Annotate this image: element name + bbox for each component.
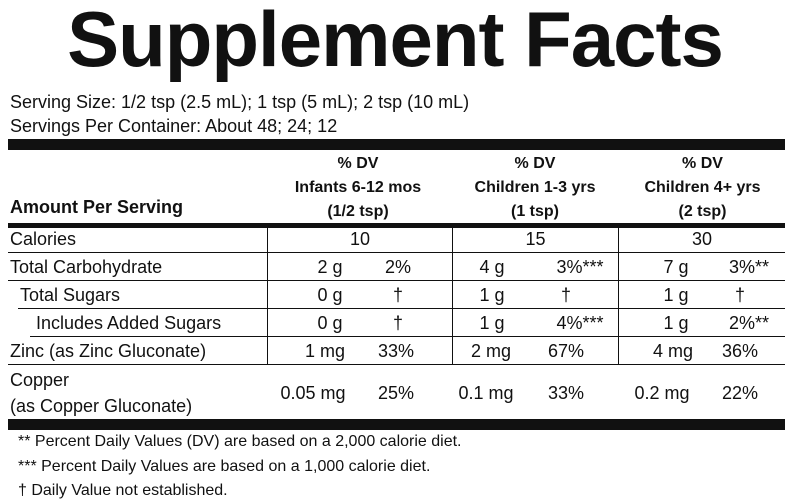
- column-group-label: Infants 6-12 mos: [294, 179, 422, 196]
- amount-cell: 2 g: [317, 257, 343, 277]
- footnote-dagger: † Daily Value not established.: [18, 482, 228, 499]
- dv-cell: †: [560, 285, 571, 305]
- row-divider: [30, 336, 785, 337]
- column-divider: [618, 228, 619, 365]
- dv-cell: 33%: [547, 383, 585, 403]
- column-divider: [267, 228, 268, 365]
- dv-cell: 22%: [721, 383, 759, 403]
- dv-cell: 36%: [721, 341, 759, 361]
- row-divider: [18, 308, 785, 309]
- column-dose-label: (2 tsp): [678, 203, 727, 220]
- nutrient-label-calories: Calories: [10, 229, 77, 249]
- amount-cell: 4 g: [479, 257, 505, 277]
- amount-cell: 1 g: [479, 313, 505, 333]
- column-dv-label: % DV: [337, 155, 379, 172]
- nutrient-label-total-carbohydrate: Total Carbohydrate: [10, 257, 163, 277]
- dv-cell: 2%**: [728, 313, 770, 333]
- column-header-children-1-3: % DV Children 1-3 yrs (1 tsp): [455, 152, 615, 224]
- column-dv-label: % DV: [514, 155, 556, 172]
- bottom-thick-rule: [8, 419, 785, 430]
- nutrient-label-total-sugars: Total Sugars: [20, 285, 121, 305]
- amount-cell: 0 g: [317, 313, 343, 333]
- row-divider: [8, 364, 785, 365]
- calories-infants: 10: [349, 229, 371, 249]
- dv-cell: 3%***: [556, 257, 604, 277]
- row-divider: [8, 280, 785, 281]
- nutrient-label-copper-source: (as Copper Gluconate): [10, 396, 193, 416]
- amount-cell: 0.2 mg: [634, 383, 690, 403]
- amount-cell: 1 g: [479, 285, 505, 305]
- amount-cell: 2 mg: [470, 341, 512, 361]
- dv-cell: 33%: [377, 341, 415, 361]
- top-thick-rule: [8, 139, 785, 150]
- dv-cell: †: [392, 285, 403, 305]
- column-dv-label: % DV: [682, 155, 723, 172]
- amount-cell: 7 g: [663, 257, 689, 277]
- column-dose-label: (1/2 tsp): [327, 203, 389, 220]
- dv-cell: 25%: [377, 383, 415, 403]
- dv-cell: †: [392, 313, 403, 333]
- footnote-2000-calorie: ** Percent Daily Values (DV) are based o…: [18, 433, 462, 450]
- footnote-1000-calorie: *** Percent Daily Values are based on a …: [18, 458, 431, 475]
- amount-cell: 0.1 mg: [458, 383, 514, 403]
- nutrient-label-zinc: Zinc (as Zinc Gluconate): [10, 341, 207, 361]
- calories-children-4-plus: 30: [691, 229, 713, 249]
- amount-cell: 1 g: [663, 285, 689, 305]
- column-header-children-4-plus: % DV Children 4+ yrs (2 tsp): [620, 152, 785, 224]
- column-header-infants: % DV Infants 6-12 mos (1/2 tsp): [268, 152, 448, 224]
- amount-per-serving-header: Amount Per Serving: [10, 197, 184, 217]
- column-group-label: Children 4+ yrs: [644, 179, 761, 196]
- dv-cell: 2%: [384, 257, 411, 277]
- column-group-label: Children 1-3 yrs: [474, 179, 596, 196]
- nutrient-label-added-sugars: Includes Added Sugars: [36, 313, 222, 333]
- page-title: Supplement Facts: [67, 0, 724, 83]
- header-rule: [8, 223, 785, 228]
- amount-cell: 0.05 mg: [280, 383, 346, 403]
- dv-cell: 67%: [547, 341, 585, 361]
- dv-cell: 3%**: [728, 257, 770, 277]
- row-divider: [8, 252, 785, 253]
- dv-cell: 4%***: [556, 313, 604, 333]
- column-divider: [452, 228, 453, 365]
- amount-cell: 0 g: [317, 285, 343, 305]
- amount-cell: 1 mg: [304, 341, 346, 361]
- calories-children-1-3: 15: [525, 229, 546, 249]
- dv-cell: †: [734, 285, 745, 305]
- column-dose-label: (1 tsp): [511, 203, 559, 220]
- amount-cell: 4 mg: [652, 341, 694, 361]
- serving-size: Serving Size: 1/2 tsp (2.5 mL); 1 tsp (5…: [10, 92, 470, 112]
- servings-per-container: Servings Per Container: About 48; 24; 12: [10, 116, 338, 136]
- nutrient-label-copper: Copper: [10, 370, 70, 390]
- amount-cell: 1 g: [663, 313, 689, 333]
